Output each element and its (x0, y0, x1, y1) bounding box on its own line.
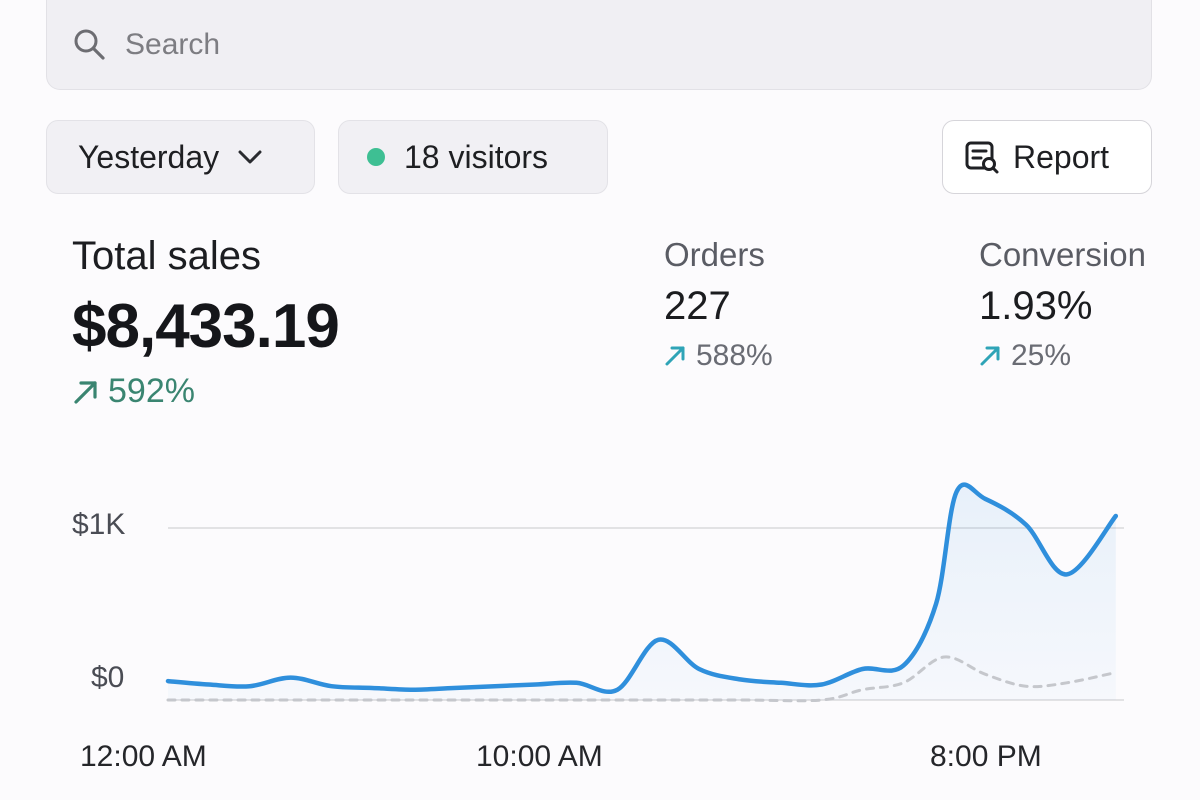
date-range-label: Yesterday (78, 138, 220, 175)
x-tick-label: 12:00 AM (80, 740, 207, 773)
arrow-up-right-icon (980, 346, 1000, 366)
live-status-dot (367, 148, 385, 166)
orders-delta-value: 588% (696, 339, 773, 372)
report-button[interactable]: Report (942, 120, 1152, 194)
orders-delta: 588% (664, 339, 773, 373)
sales-line-chart (165, 482, 1124, 703)
series-line-comparison (166, 655, 1118, 703)
total-sales-label: Total sales (72, 234, 261, 278)
conversion-value: 1.93% (979, 284, 1093, 328)
x-tick-label: 8:00 PM (930, 740, 1042, 773)
orders-label: Orders (664, 236, 765, 273)
live-visitors-badge[interactable]: 18 visitors (338, 120, 608, 194)
visitors-count: 18 visitors (404, 138, 549, 175)
conversion-delta: 25% (979, 339, 1071, 373)
total-sales-delta: 592% (72, 372, 195, 411)
date-range-dropdown[interactable]: Yesterday (46, 120, 315, 194)
total-sales-delta-value: 592% (108, 372, 195, 410)
series-line-yesterday (165, 482, 1119, 694)
y-tick-label: $1K (72, 508, 126, 541)
search-icon (74, 29, 105, 60)
arrow-up-right-icon (665, 346, 685, 366)
y-tick-label: $0 (91, 661, 125, 694)
conversion-label: Conversion (979, 236, 1146, 273)
report-icon (965, 141, 999, 174)
chevron-down-icon (238, 150, 262, 164)
search-input[interactable] (125, 27, 1025, 62)
conversion-delta-value: 25% (1011, 339, 1072, 372)
x-tick-label: 10:00 AM (476, 740, 603, 773)
orders-value: 227 (664, 284, 731, 328)
search-bar[interactable] (46, 0, 1152, 90)
arrow-up-right-icon (74, 380, 97, 404)
total-sales-value: $8,433.19 (72, 292, 340, 361)
report-label: Report (1013, 138, 1110, 175)
